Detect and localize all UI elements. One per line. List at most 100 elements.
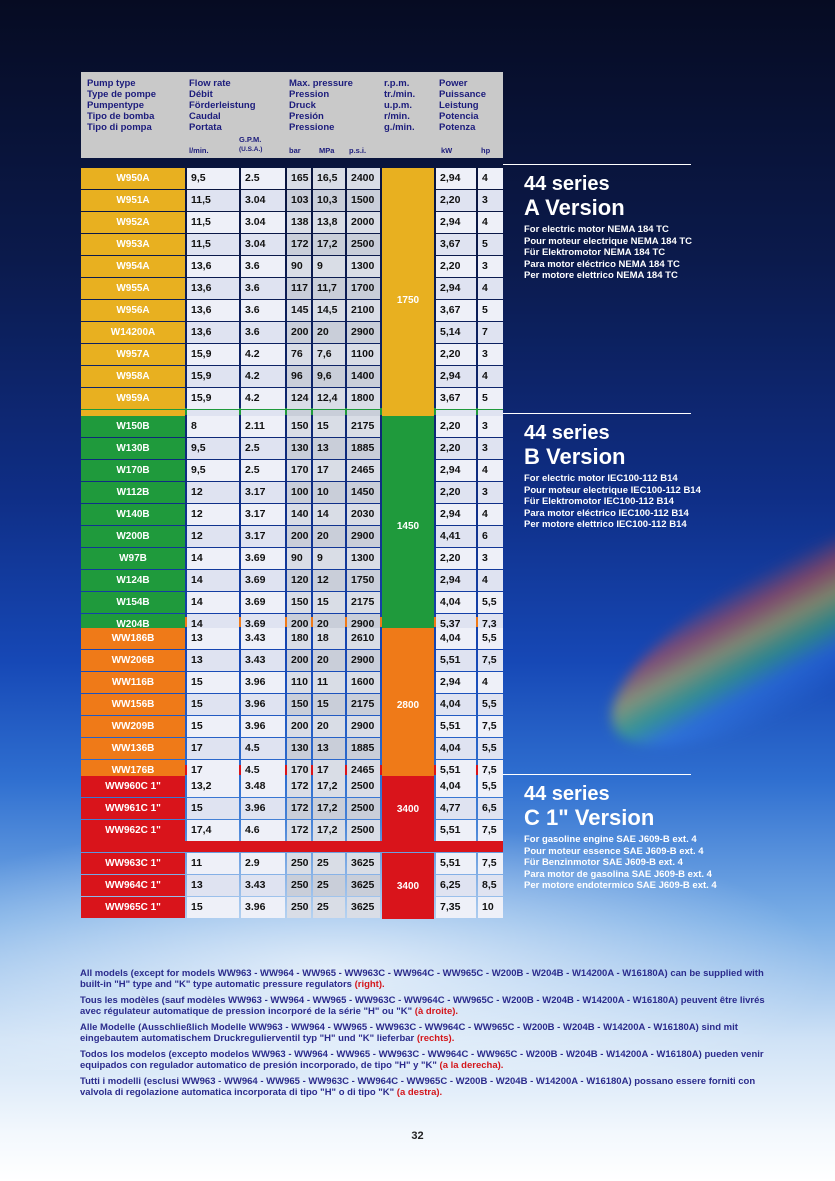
value-cell: 1885 [347,738,380,759]
model-cell: W959A [81,388,185,409]
value-cell: 2465 [347,760,380,781]
value-cell: 5,5 [478,738,503,759]
value-cell: 13 [313,738,345,759]
value-cell: 100 [287,482,311,503]
value-cell: 5 [478,388,503,409]
value-cell: 2.5 [241,460,285,481]
value-cell: 4.6 [241,820,285,841]
table-row: W957A 15,9 4.2 76 7,6 1100 2,20 3 [81,343,503,365]
value-cell: 2175 [347,416,380,437]
value-cell: 120 [287,570,311,591]
value-cell: 1700 [347,278,380,299]
value-cell: 3.6 [241,300,285,321]
value-cell: 2500 [347,776,380,797]
value-cell: 2,20 [436,416,476,437]
value-cell: 3625 [347,853,380,874]
value-cell: 15 [313,694,345,715]
value-cell: 4 [478,460,503,481]
unit-hp: hp [481,146,491,155]
model-cell: W956A [81,300,185,321]
model-cell: WW206B [81,650,185,671]
value-cell: 1800 [347,388,380,409]
value-cell: 7,5 [478,650,503,671]
value-cell: 3.6 [241,278,285,299]
value-cell: 25 [313,897,345,918]
model-cell: WW116B [81,672,185,693]
value-cell: 2900 [347,650,380,671]
model-cell: WW176B [81,760,185,781]
value-cell: 11 [187,853,239,874]
table-row: W130B 9,5 2.5 130 13 1885 2,20 3 [81,437,503,459]
page-number: 32 [411,1130,424,1142]
table-row: W955A 13,6 3.6 117 11,7 1700 2,94 4 [81,277,503,299]
value-cell: 14 [313,504,345,525]
table-row: W170B 9,5 2.5 170 17 2465 2,94 4 [81,459,503,481]
value-cell: 130 [287,738,311,759]
value-cell: 140 [287,504,311,525]
value-cell: 12 [187,504,239,525]
unit-usa: (U.S.A.) [239,146,263,153]
value-cell: 5,5 [478,628,503,649]
value-cell: 130 [287,438,311,459]
value-cell: 5,14 [436,322,476,343]
value-cell: 3,67 [436,300,476,321]
value-cell: 2000 [347,212,380,233]
table-row: WW965C 1" 15 3.96 250 25 3625 7,35 10 [81,896,503,918]
value-cell: 172 [287,798,311,819]
value-cell: 3 [478,416,503,437]
value-cell: 2.9 [241,853,285,874]
version-label: C 1" Version [524,805,655,830]
value-cell: 1100 [347,344,380,365]
unit-bar: bar [289,146,301,155]
value-cell: 5,51 [436,650,476,671]
table-row: W200B 12 3.17 200 20 2900 4,41 6 [81,525,503,547]
divider-line [503,164,691,165]
value-cell: 3.43 [241,875,285,896]
value-cell: 11,5 [187,190,239,211]
model-cell: W154B [81,592,185,613]
value-cell: 250 [287,875,311,896]
value-cell: 4,04 [436,776,476,797]
table-row: WW963C 1" 11 2.9 250 25 3625 5,51 7,5 [81,852,503,874]
model-cell: WW962C 1" [81,820,185,841]
table-row: W951A 11,5 3.04 103 10,3 1500 2,20 3 [81,189,503,211]
value-cell: 2,94 [436,504,476,525]
value-cell: 4.2 [241,344,285,365]
table-row: W140B 12 3.17 140 14 2030 2,94 4 [81,503,503,525]
value-cell: 15 [187,672,239,693]
value-cell: 9,5 [187,460,239,481]
value-cell: 15 [187,694,239,715]
value-cell: 17,2 [313,798,345,819]
value-cell: 15 [313,416,345,437]
pump-table-group: WW960C 1" 13,2 3.48 172 17,2 2500 4,04 5,5 WW961… [81,775,503,842]
value-cell: 4.5 [241,738,285,759]
value-cell: 13,2 [187,776,239,797]
table-row: W958A 15,9 4.2 96 9,6 1400 2,94 4 [81,365,503,387]
model-cell: W200B [81,526,185,547]
value-cell: 2500 [347,820,380,841]
value-cell: 4 [478,504,503,525]
value-cell: 2175 [347,592,380,613]
value-cell: 6 [478,526,503,547]
value-cell: 4 [478,168,503,189]
table-row: W953A 11,5 3.04 172 17,2 2500 3,67 5 [81,233,503,255]
value-cell: 4,77 [436,798,476,819]
value-cell: 172 [287,776,311,797]
table-row: WW209B 15 3.96 200 20 2900 5,51 7,5 [81,715,503,737]
value-cell: 25 [313,853,345,874]
header-max-pressure: Max. pressure Pression Druck Presión Pressio… [289,78,353,133]
table-row: WW156B 15 3.96 150 15 2175 4,04 5,5 [81,693,503,715]
value-cell: 15 [187,716,239,737]
value-cell: 20 [313,526,345,547]
value-cell: 4,04 [436,592,476,613]
value-cell: 14,5 [313,300,345,321]
value-cell: 13 [187,875,239,896]
value-cell: 7,5 [478,820,503,841]
value-cell: 7,6 [313,344,345,365]
value-cell: 15 [187,798,239,819]
value-cell: 10 [478,897,503,918]
value-cell: 16,5 [313,168,345,189]
note-en: All models (except for models WW963 - WW… [80,968,764,990]
value-cell: 7,5 [478,760,503,781]
unit-mpa: MPa [319,146,335,155]
